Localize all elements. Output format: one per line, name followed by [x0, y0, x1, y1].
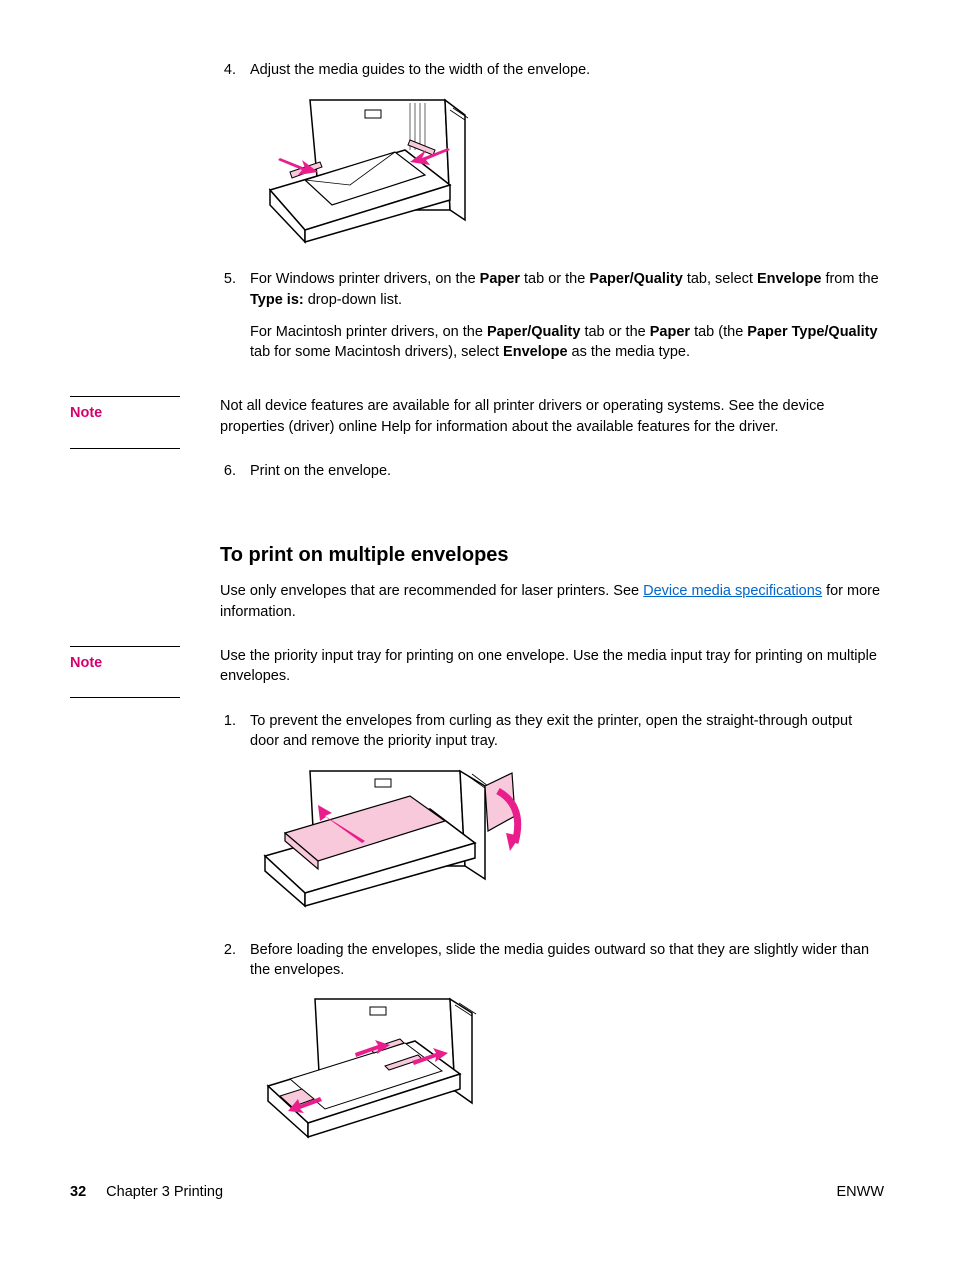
step-number: 4. [220, 60, 236, 80]
multi-step-1: 1. To prevent the envelopes from curling… [220, 711, 884, 752]
step-6: 6. Print on the envelope. [220, 461, 884, 481]
step-text: Adjust the media guides to the width of … [250, 60, 884, 80]
section-heading: To print on multiple envelopes [220, 541, 884, 569]
step-number: 6. [220, 461, 236, 481]
note-label: Note [70, 646, 180, 698]
link-device-media-specs[interactable]: Device media specifications [643, 583, 822, 599]
step-number: 2. [220, 940, 236, 981]
step-4: 4. Adjust the media guides to the width … [220, 60, 884, 80]
note-1-text: Not all device features are available fo… [220, 396, 884, 437]
step-number: 5. [220, 269, 236, 374]
figure-media-guides [250, 90, 884, 245]
page-number: 32 [70, 1184, 86, 1200]
chapter-label: Chapter 3 Printing [106, 1184, 223, 1200]
step-text: Print on the envelope. [250, 461, 884, 481]
step-text: To prevent the envelopes from curling as… [250, 711, 884, 752]
footer-code: ENWW [836, 1182, 884, 1202]
note-label: Note [70, 396, 180, 448]
step-5-para-2: For Macintosh printer drivers, on the Pa… [250, 322, 884, 363]
figure-slide-guides [250, 991, 884, 1151]
step-5-para-1: For Windows printer drivers, on the Pape… [250, 269, 884, 310]
section-intro: Use only envelopes that are recommended … [220, 581, 884, 622]
figure-open-door [250, 761, 884, 916]
multi-step-2: 2. Before loading the envelopes, slide t… [220, 940, 884, 981]
page-footer: 32 Chapter 3 Printing ENWW [70, 1182, 884, 1202]
step-text: Before loading the envelopes, slide the … [250, 940, 884, 981]
note-2-text: Use the priority input tray for printing… [220, 646, 884, 687]
step-5: 5. For Windows printer drivers, on the P… [220, 269, 884, 374]
step-number: 1. [220, 711, 236, 752]
